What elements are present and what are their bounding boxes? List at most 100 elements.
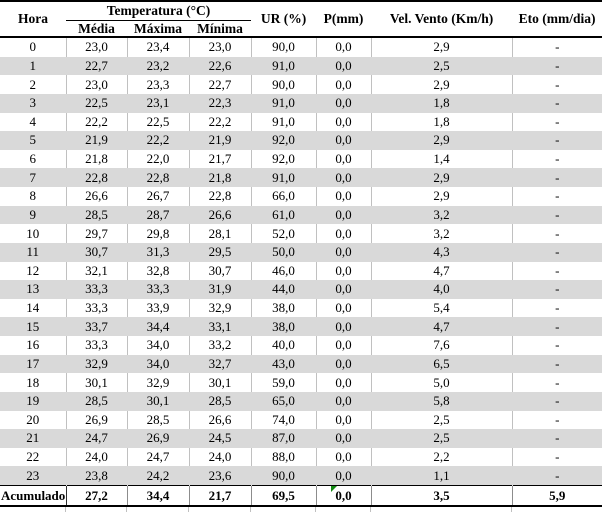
cell-media: 22,8	[66, 168, 128, 188]
cell-hora: 19	[0, 391, 67, 411]
cell-maxima: 32,9	[127, 373, 190, 392]
cell-vel-vento: 2,9	[371, 168, 513, 188]
table-row: 21 24,7 26,9 24,5 87,0 0,0 2,5-	[0, 429, 602, 448]
acumulado-label: Acumulado	[0, 485, 67, 507]
cell-maxima: 31,3	[127, 242, 190, 262]
cell-p: 0,0	[316, 56, 372, 76]
cell-minima: 31,9	[189, 280, 252, 299]
cell-p: 0,0	[316, 373, 372, 392]
header-hora: Hora	[18, 11, 48, 27]
cell-media: 22,7	[66, 56, 128, 76]
cell-p: 0,0	[316, 36, 372, 57]
cell-eto: -	[555, 76, 560, 92]
cell-eto: -	[512, 168, 602, 188]
cell-vel-vento: 1,8	[371, 112, 513, 132]
cell-hora: 5	[0, 131, 67, 150]
cell-hora: 18	[0, 373, 67, 392]
cell-p: 0,0	[316, 149, 372, 169]
cell-eto: -	[555, 337, 560, 353]
table-row: 22 24,0 24,7 24,0 88,0 0,0 2,2-	[0, 447, 602, 467]
table-row: 9 28,5 28,7 26,6 61,0 0,0 3,2-	[0, 205, 602, 225]
cell-vel-vento: 2,2	[371, 447, 513, 467]
cell-media: 21,8	[66, 149, 128, 169]
cell-minima: 30,1	[189, 373, 252, 392]
cell-media: 23,8	[66, 466, 128, 486]
cell-maxima: 26,9	[127, 429, 190, 448]
cell-ur: 92,0	[251, 131, 317, 150]
table-row: 20 26,9 28,5 26,6 74,0 0,0 2,5 -	[0, 410, 602, 430]
cell-maxima: 30,1	[127, 391, 190, 411]
cell-eto: -	[512, 93, 602, 113]
cell-media: 33,7	[66, 317, 128, 337]
cell-p: 0,0	[316, 131, 372, 150]
cell-eto: -	[512, 280, 602, 299]
cell-p: 0,0	[316, 224, 372, 243]
cell-eto: -	[555, 262, 560, 278]
cell-hora: 16	[0, 336, 67, 355]
cell-eto: -	[512, 36, 602, 57]
table-row: 3 22,5 23,1 22,3 91,0 0,0 1,8-	[0, 93, 602, 113]
table-row: 19 28,5 30,1 28,5 65,0 0,0 5,8-	[0, 391, 602, 411]
table-row: 4 22,2 22,5 22,2 91,0 0,0 1,8-	[0, 112, 602, 132]
cell-vel-vento: 1,1	[371, 466, 513, 486]
header-ur: UR (%)	[260, 11, 307, 27]
acumulado-cell-ur: 69,5	[251, 485, 317, 507]
table-row: 23 23,8 24,2 23,6 90,0 0,0 1,1-	[0, 466, 602, 486]
cell-vel-vento: 4,0	[371, 280, 513, 299]
cell-eto: -	[512, 391, 602, 411]
table-row: 16 33,3 34,0 33,2 40,0 0,0 7,6 -	[0, 336, 602, 355]
cell-media: 30,1	[66, 373, 128, 392]
table-row: 14 33,3 33,9 32,9 38,0 0,0 5,4 -	[0, 298, 602, 318]
cell-minima: 21,9	[189, 131, 252, 150]
cell-vel-vento: 2,5	[371, 56, 513, 76]
cell-media: 26,6	[66, 187, 128, 206]
cell-ur: 92,0	[251, 149, 317, 169]
cell-minima: 29,5	[189, 242, 252, 262]
cell-vel-vento: 4,7	[371, 317, 513, 337]
cell-eto: -	[512, 354, 602, 374]
cell-eto: -	[512, 56, 602, 76]
cell-hora: 3	[0, 93, 67, 113]
cell-ur: 46,0	[251, 261, 317, 281]
cell-hora: 1	[0, 56, 67, 76]
cell-hora: 4	[0, 112, 67, 132]
cell-hora: 20	[0, 410, 67, 430]
cell-vel-vento: 4,7	[371, 261, 513, 281]
cell-media: 30,7	[66, 242, 128, 262]
cell-p: 0,0	[316, 112, 372, 132]
table-row: 12 32,1 32,8 30,7 46,0 0,0 4,7 -	[0, 261, 602, 281]
cell-ur: 88,0	[251, 447, 317, 467]
cell-hora: 11	[0, 242, 67, 262]
cell-vel-vento: 5,0	[371, 373, 513, 392]
cell-media: 33,3	[66, 336, 128, 355]
cell-vel-vento: 3,2	[371, 205, 513, 225]
cell-ur: 61,0	[251, 205, 317, 225]
cell-hora: 17	[0, 354, 67, 374]
cell-media: 29,7	[66, 224, 128, 243]
header-media: Média	[78, 20, 115, 36]
cell-hora: 14	[0, 298, 67, 318]
header-p: P(mm)	[323, 11, 364, 27]
cell-ur: 90,0	[251, 75, 317, 94]
cell-ur: 38,0	[251, 298, 317, 318]
cell-media: 28,5	[66, 205, 128, 225]
cell-ur: 66,0	[251, 187, 317, 206]
cell-p: 0,0	[316, 429, 372, 448]
cell-media: 22,2	[66, 112, 128, 132]
cell-eto: -	[512, 242, 602, 262]
cell-maxima: 22,8	[127, 168, 190, 188]
cell-p: 0,0	[316, 280, 372, 299]
cell-vel-vento: 2,5	[371, 429, 513, 448]
table-row: 5 21,9 22,2 21,9 92,0 0,0 2,9-	[0, 131, 602, 150]
cell-p: 0,0	[316, 261, 372, 281]
table-row: 18 30,1 32,9 30,1 59,0 0,0 5,0-	[0, 373, 602, 392]
cell-ur: 87,0	[251, 429, 317, 448]
cell-hora: 8	[0, 187, 67, 206]
cell-minima: 22,6	[189, 56, 252, 76]
cell-eto: -	[555, 449, 560, 465]
table-row: 11 30,7 31,3 29,5 50,0 0,0 4,3-	[0, 242, 602, 262]
cell-vel-vento: 2,9	[371, 36, 513, 57]
cell-minima: 28,1	[189, 224, 252, 243]
